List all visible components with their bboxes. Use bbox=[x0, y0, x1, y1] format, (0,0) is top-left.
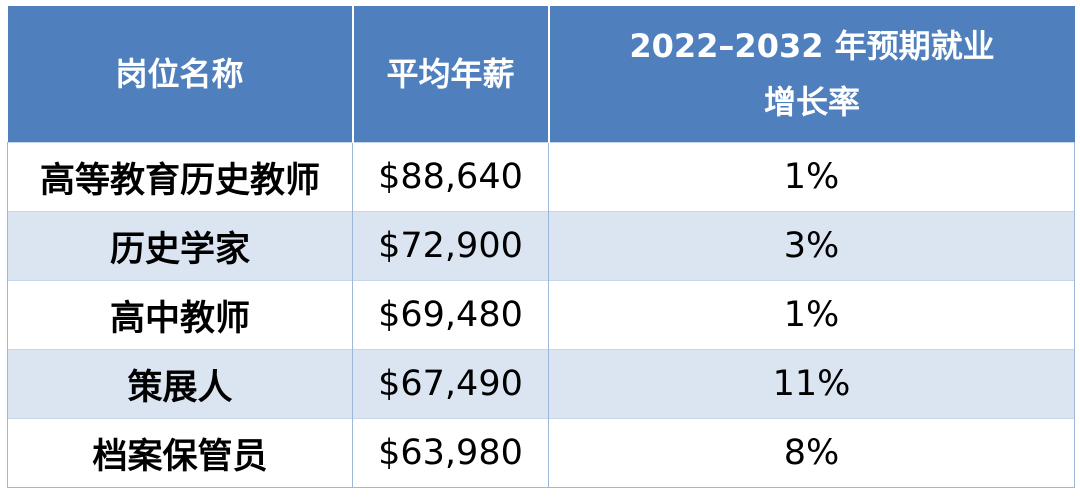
table-row: 高中教师 $69,480 1% bbox=[7, 280, 1075, 350]
header-salary: 平均年薪 bbox=[352, 6, 550, 143]
cell-role: 策展人 bbox=[7, 349, 353, 419]
header-growth: 2022–2032 年预期就业 增长率 bbox=[548, 6, 1075, 143]
cell-growth: 1% bbox=[548, 280, 1075, 350]
cell-salary: $67,490 bbox=[352, 349, 549, 419]
cell-salary: $72,900 bbox=[352, 211, 549, 281]
table-row: 档案保管员 $63,980 8% bbox=[7, 418, 1075, 488]
cell-salary: $69,480 bbox=[352, 280, 549, 350]
table-body: 高等教育历史教师 $88,640 1% 历史学家 $72,900 3% 高中教师… bbox=[7, 142, 1075, 488]
cell-role: 历史学家 bbox=[7, 211, 353, 281]
table-row: 高等教育历史教师 $88,640 1% bbox=[7, 142, 1075, 212]
cell-growth: 8% bbox=[548, 418, 1075, 488]
table-row: 历史学家 $72,900 3% bbox=[7, 211, 1075, 281]
salary-table: 岗位名称 平均年薪 2022–2032 年预期就业 增长率 高等教育历史教师 $… bbox=[7, 6, 1075, 488]
cell-role: 档案保管员 bbox=[7, 418, 353, 488]
cell-role: 高中教师 bbox=[7, 280, 353, 350]
salary-table-container: 岗位名称 平均年薪 2022–2032 年预期就业 增长率 高等教育历史教师 $… bbox=[7, 6, 1075, 488]
cell-growth: 3% bbox=[548, 211, 1075, 281]
header-growth-line2: 增长率 bbox=[763, 83, 860, 121]
cell-growth: 11% bbox=[548, 349, 1075, 419]
header-growth-line1: 2022–2032 年预期就业 bbox=[629, 27, 995, 65]
table-header: 岗位名称 平均年薪 2022–2032 年预期就业 增长率 bbox=[7, 6, 1075, 143]
cell-role: 高等教育历史教师 bbox=[7, 142, 353, 212]
cell-salary: $63,980 bbox=[352, 418, 549, 488]
cell-salary: $88,640 bbox=[352, 142, 549, 212]
header-row: 岗位名称 平均年薪 2022–2032 年预期就业 增长率 bbox=[7, 6, 1075, 143]
header-role: 岗位名称 bbox=[7, 6, 354, 143]
table-row: 策展人 $67,490 11% bbox=[7, 349, 1075, 419]
cell-growth: 1% bbox=[548, 142, 1075, 212]
